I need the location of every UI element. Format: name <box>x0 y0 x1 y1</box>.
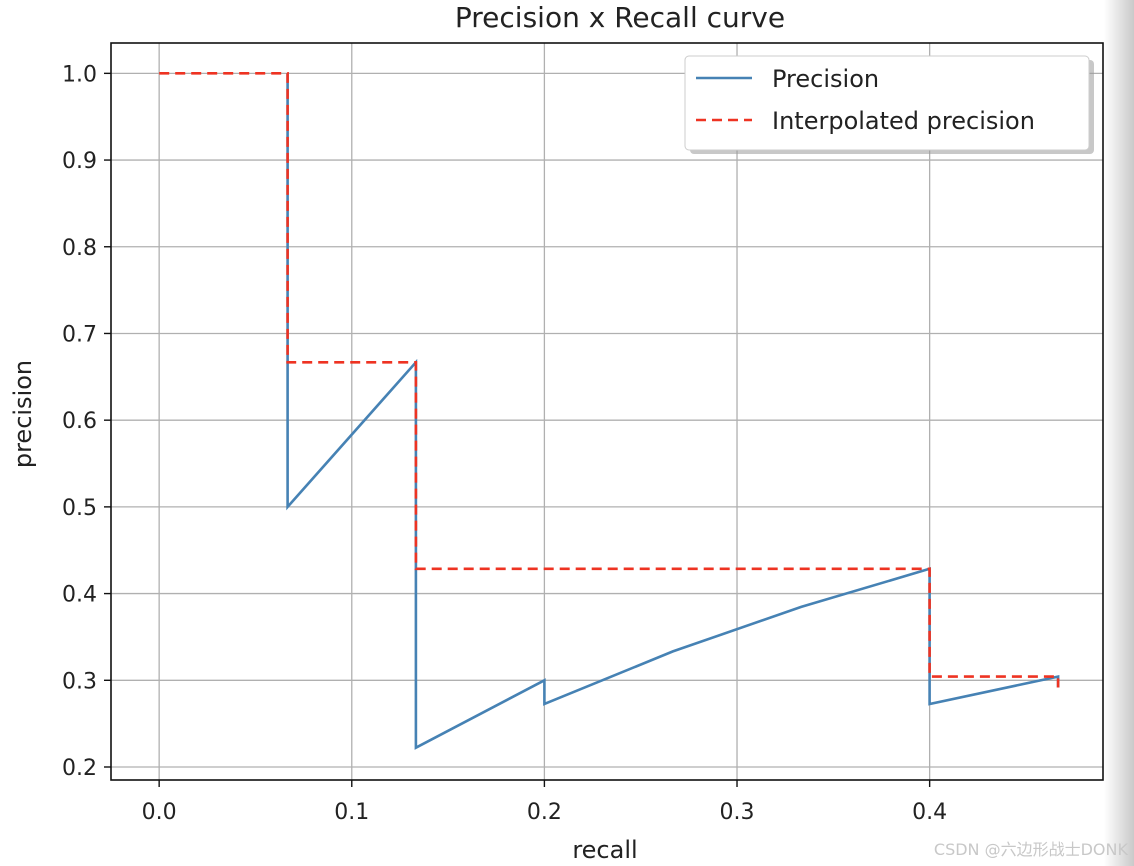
y-axis-label: precision <box>9 360 37 468</box>
legend-box <box>684 55 1090 151</box>
x-tick-label: 0.0 <box>142 800 177 825</box>
axis-ticks: 0.0 0.1 0.2 0.3 0.4 0.2 0.3 0.4 0.5 0.6 0.7 0.8 0.9 1… <box>62 62 947 825</box>
x-tick-label: 0.2 <box>527 800 562 825</box>
y-tick-label: 0.4 <box>62 583 97 608</box>
series-line-precision <box>286 73 1060 750</box>
y-tick-label: 0.2 <box>62 756 97 781</box>
legend-label-precision: Precision <box>772 65 879 93</box>
x-tick-label: 0.4 <box>912 800 947 825</box>
y-tick-label: 1.0 <box>62 62 97 87</box>
x-tick-label: 0.3 <box>720 800 755 825</box>
y-tick-label: 0.5 <box>62 496 97 521</box>
x-axis-label: recall <box>572 836 637 864</box>
edge-shadow <box>1104 0 1134 866</box>
chart-title: Precision x Recall curve <box>455 1 785 34</box>
watermark: CSDN @六边形战士DONK <box>933 840 1128 859</box>
plot-frame <box>110 42 1104 781</box>
y-tick-label: 0.6 <box>62 409 97 434</box>
y-tick-label: 0.9 <box>62 149 97 174</box>
y-tick-label: 0.3 <box>62 669 97 694</box>
y-tick-label: 0.8 <box>62 236 97 261</box>
y-tick-label: 0.7 <box>62 322 97 347</box>
series-line-interpolated <box>159 72 1060 688</box>
legend-label-interpolated: Interpolated precision <box>772 107 1035 135</box>
series-lines <box>159 72 1060 750</box>
legend: Precision Interpolated precision <box>684 55 1094 154</box>
x-tick-label: 0.1 <box>334 800 369 825</box>
